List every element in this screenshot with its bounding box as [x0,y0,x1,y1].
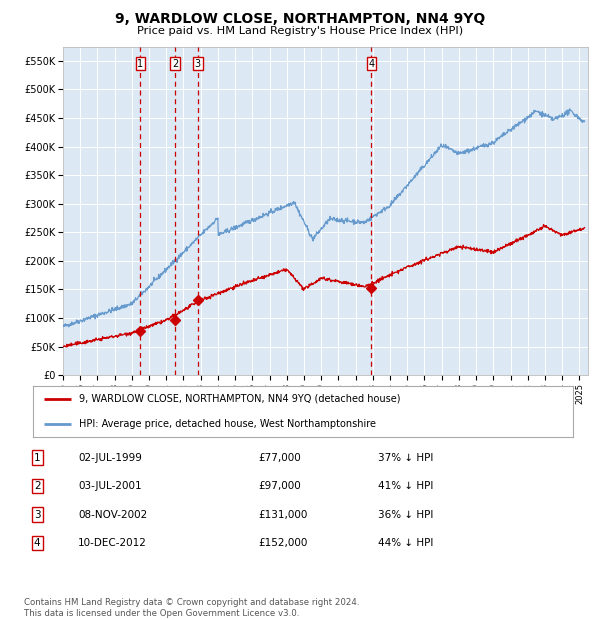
Text: 1: 1 [34,453,41,463]
Text: 3: 3 [195,59,201,69]
Text: 1: 1 [137,59,143,69]
Text: 02-JUL-1999: 02-JUL-1999 [78,453,142,463]
Text: HPI: Average price, detached house, West Northamptonshire: HPI: Average price, detached house, West… [79,419,376,430]
Text: Price paid vs. HM Land Registry's House Price Index (HPI): Price paid vs. HM Land Registry's House … [137,26,463,36]
Text: £131,000: £131,000 [258,510,307,520]
Text: 9, WARDLOW CLOSE, NORTHAMPTON, NN4 9YQ (detached house): 9, WARDLOW CLOSE, NORTHAMPTON, NN4 9YQ (… [79,394,400,404]
Text: 37% ↓ HPI: 37% ↓ HPI [378,453,433,463]
Text: 2: 2 [172,59,178,69]
Text: 4: 4 [368,59,374,69]
Text: 3: 3 [34,510,41,520]
Text: £152,000: £152,000 [258,538,307,548]
Text: 36% ↓ HPI: 36% ↓ HPI [378,510,433,520]
Text: £97,000: £97,000 [258,481,301,491]
Text: 9, WARDLOW CLOSE, NORTHAMPTON, NN4 9YQ: 9, WARDLOW CLOSE, NORTHAMPTON, NN4 9YQ [115,12,485,27]
Text: 4: 4 [34,538,41,548]
Text: 08-NOV-2002: 08-NOV-2002 [78,510,147,520]
Text: £77,000: £77,000 [258,453,301,463]
Text: 03-JUL-2001: 03-JUL-2001 [78,481,142,491]
Text: 2: 2 [34,481,41,491]
Text: 41% ↓ HPI: 41% ↓ HPI [378,481,433,491]
Text: Contains HM Land Registry data © Crown copyright and database right 2024.
This d: Contains HM Land Registry data © Crown c… [24,598,359,618]
Text: 10-DEC-2012: 10-DEC-2012 [78,538,147,548]
Text: 44% ↓ HPI: 44% ↓ HPI [378,538,433,548]
